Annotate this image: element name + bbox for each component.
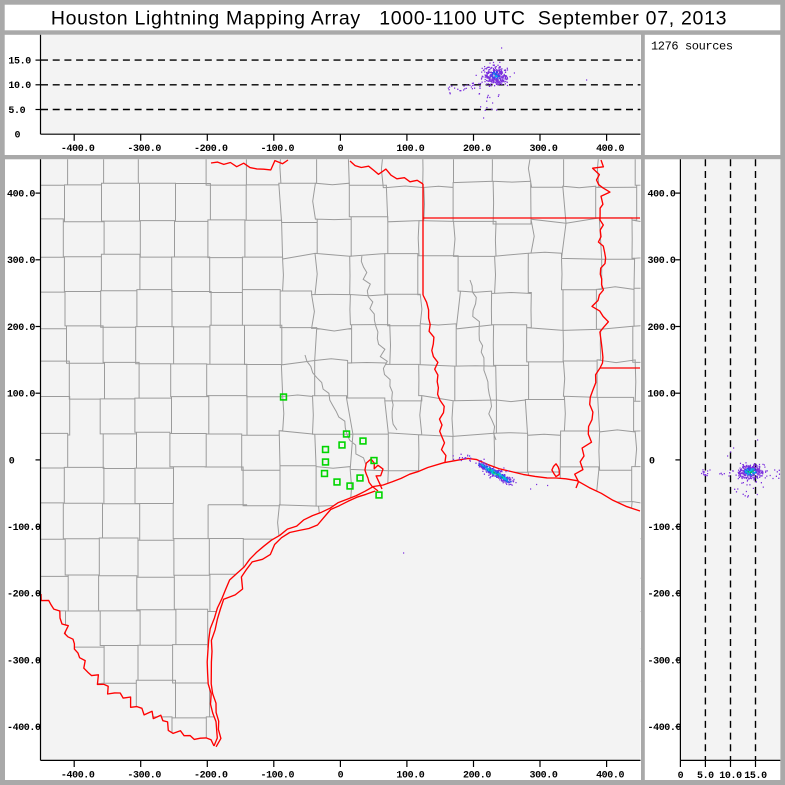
svg-text:0: 0 [9,456,15,467]
svg-text:-400.0: -400.0 [7,723,41,734]
svg-text:0: 0 [678,771,684,782]
svg-text:400.0: 400.0 [596,144,624,155]
svg-text:-200.0: -200.0 [7,590,41,601]
svg-text:-100.0: -100.0 [648,523,682,534]
svg-text:200.0: 200.0 [7,323,35,334]
svg-text:-100.0: -100.0 [260,144,294,155]
svg-text:0: 0 [649,456,655,467]
svg-text:-400.0: -400.0 [61,771,95,782]
svg-text:-100.0: -100.0 [260,771,294,782]
svg-text:10.0: 10.0 [719,771,742,782]
svg-text:-300.0: -300.0 [127,144,161,155]
svg-text:15.0: 15.0 [744,771,767,782]
svg-text:1276 sources: 1276 sources [651,40,733,54]
svg-text:Houston Lightning Mapping Arra: Houston Lightning Mapping Array 1000-110… [51,7,727,29]
svg-text:-300.0: -300.0 [127,771,161,782]
svg-text:5.0: 5.0 [8,106,25,117]
svg-text:400.0: 400.0 [596,771,624,782]
svg-text:100.0: 100.0 [396,144,424,155]
svg-text:-300.0: -300.0 [648,656,682,667]
svg-text:-200.0: -200.0 [194,771,228,782]
svg-text:-100.0: -100.0 [7,523,41,534]
svg-text:5.0: 5.0 [697,771,714,782]
svg-text:300.0: 300.0 [7,256,35,267]
svg-text:300.0: 300.0 [648,256,676,267]
svg-text:200.0: 200.0 [463,771,491,782]
svg-text:400.0: 400.0 [7,190,35,201]
svg-text:300.0: 300.0 [529,144,557,155]
svg-text:10.0: 10.0 [8,81,31,92]
svg-text:-200.0: -200.0 [648,590,682,601]
svg-text:15.0: 15.0 [8,57,31,68]
svg-text:200.0: 200.0 [648,323,676,334]
svg-text:200.0: 200.0 [463,144,491,155]
svg-text:-300.0: -300.0 [7,656,41,667]
svg-text:-400.0: -400.0 [648,723,682,734]
svg-text:400.0: 400.0 [648,190,676,201]
svg-text:100.0: 100.0 [7,390,35,401]
svg-text:0: 0 [338,144,344,155]
svg-text:100.0: 100.0 [648,390,676,401]
svg-text:0: 0 [15,130,21,141]
svg-text:-200.0: -200.0 [194,144,228,155]
svg-text:100.0: 100.0 [396,771,424,782]
svg-text:-400.0: -400.0 [61,144,95,155]
svg-text:0: 0 [338,771,344,782]
svg-text:300.0: 300.0 [529,771,557,782]
